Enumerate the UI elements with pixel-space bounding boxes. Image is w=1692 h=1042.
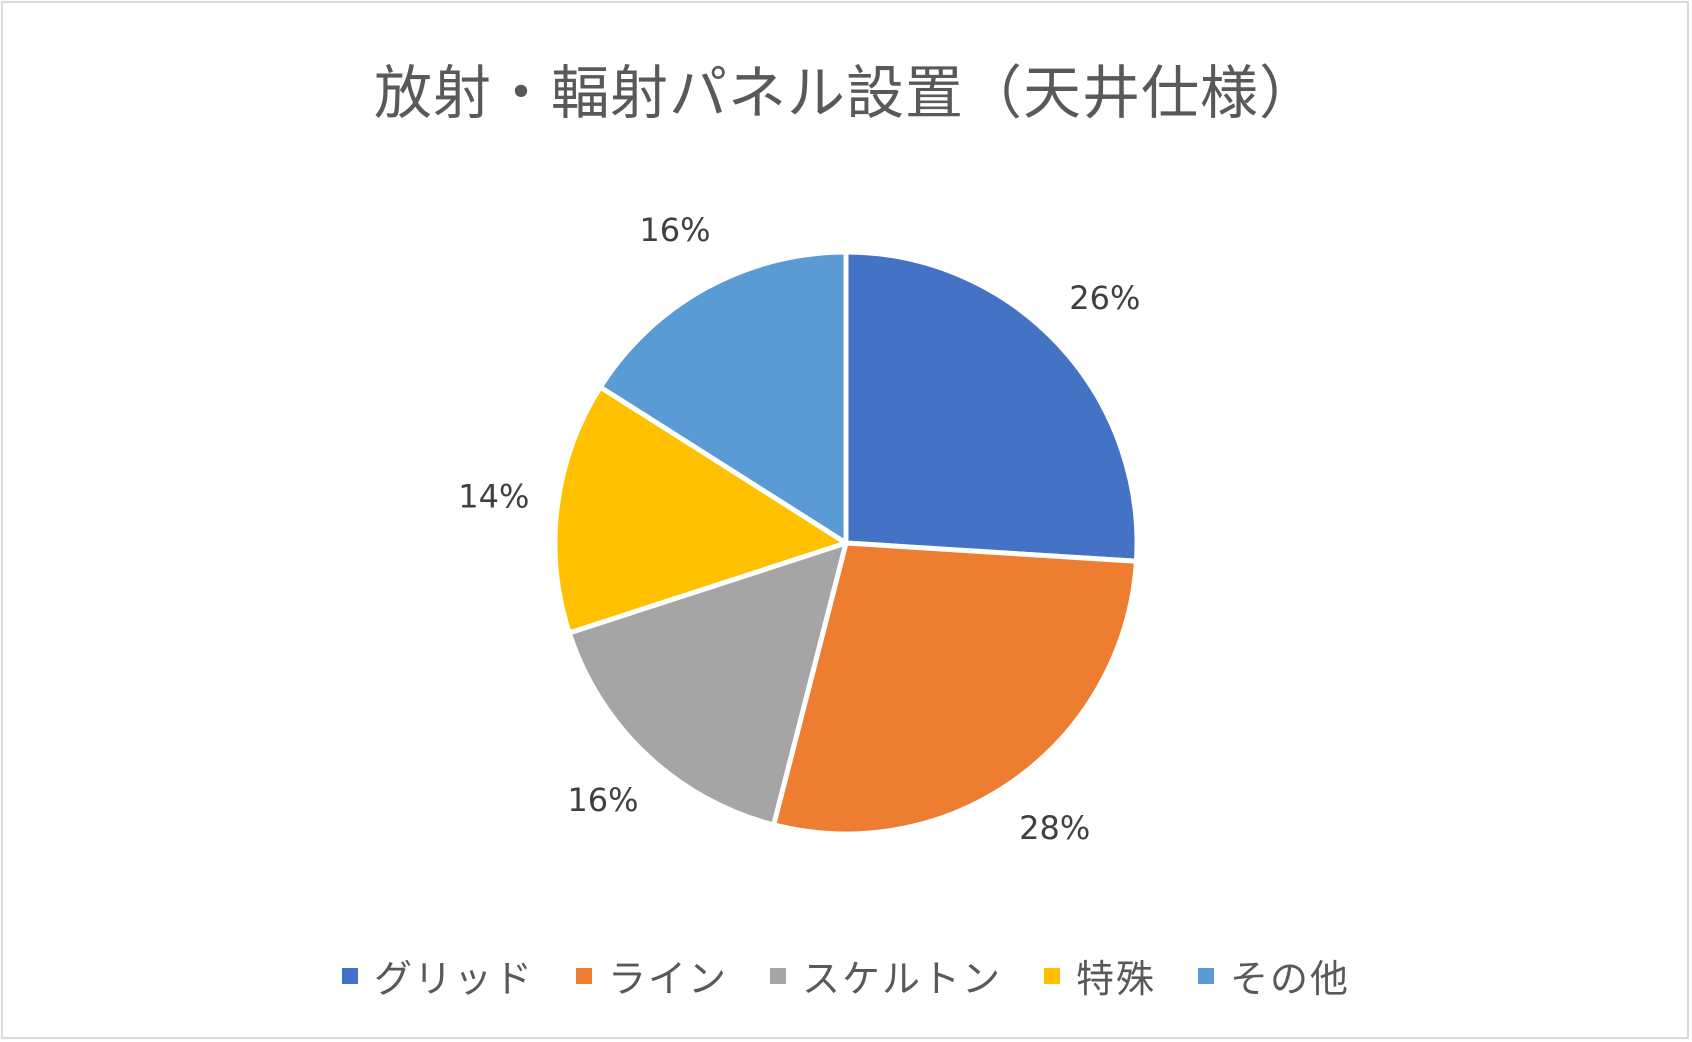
slice-data-label-5: 16% [639,211,710,249]
slice-data-label-2: 28% [1019,809,1090,847]
legend-swatch [1198,967,1215,984]
legend-item-4: 特殊 [1044,948,1156,1003]
pie-slice-3 [566,540,849,828]
legend-label: その他 [1230,957,1351,1001]
legend-item-2: ライン [575,948,728,1003]
legend-swatch [1044,967,1060,984]
legend-label: 特殊 [1076,957,1157,1001]
chart-legend: グリッド ライン スケルトン 特殊 その他 [0,948,1692,1003]
pie-slice-4 [552,384,849,636]
pie-slice-1 [843,249,1140,564]
legend-swatch [575,967,592,984]
legend-item-3: スケルトン [769,948,1002,1003]
legend-item-1: グリッド [341,948,534,1003]
slice-data-label-4: 14% [458,478,529,516]
legend-item-5: その他 [1198,948,1350,1003]
slice-data-label-3: 16% [567,781,638,819]
legend-label: スケルトン [801,957,1002,1001]
pie-slice-5 [597,249,849,546]
legend-label: グリッド [373,957,534,1001]
legend-swatch [341,967,358,984]
slice-data-label-1: 26% [1069,279,1140,317]
legend-swatch [769,967,786,984]
legend-label: ライン [607,957,728,1001]
chart-title: 放射・輻射パネル設置（天井仕様） [373,59,1318,127]
pie-slice-2 [771,540,1139,837]
